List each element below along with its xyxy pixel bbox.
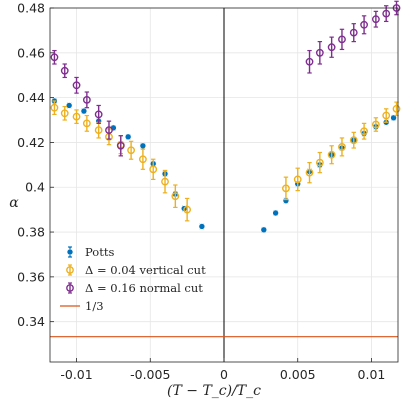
legend-entry-1: Δ = 0.04 vertical cut: [66, 263, 206, 277]
data-point-1-4: [94, 126, 103, 135]
legend-label-3: 1/3: [85, 299, 104, 313]
series-2: [50, 0, 401, 157]
x-tick-label-2: 0: [220, 367, 228, 382]
data-point-1-21: [371, 120, 380, 129]
data-point-0-13: [272, 209, 279, 217]
data-point-1-8: [138, 155, 147, 164]
legend-marker-1: [66, 266, 74, 274]
data-point-0-6: [139, 142, 147, 150]
data-point-2-6: [116, 141, 125, 150]
y-tick-label-5: 0.44: [17, 90, 45, 105]
y-tick-label-1: 0.36: [17, 269, 45, 284]
data-point-1-22: [382, 111, 391, 120]
data-point-1-7: [127, 146, 136, 155]
data-point-2-1: [60, 66, 69, 75]
legend: Potts Δ = 0.04 vertical cut Δ = 0.16 norma…: [60, 245, 206, 313]
data-point-1-20: [360, 127, 368, 136]
legend-entry-3: 1/3: [60, 299, 104, 313]
data-point-1-15: [305, 168, 314, 177]
data-point-2-2: [72, 81, 81, 90]
data-point-0-5: [124, 133, 132, 141]
data-point-1-9: [149, 165, 158, 174]
y-tick-label-7: 0.48: [17, 1, 45, 16]
x-tick-label-4: 0.01: [358, 367, 386, 382]
legend-marker-0: [66, 248, 74, 256]
data-point-1-14: [293, 175, 302, 184]
data-point-1-2: [72, 112, 81, 121]
x-tick-label-3: 0.005: [280, 367, 316, 382]
data-point-1-16: [315, 158, 324, 167]
data-point-2-5: [105, 126, 113, 135]
data-point-2-8: [315, 48, 324, 57]
y-axis: 0.34 0.36 0.38 0.4 0.42 0.44 0.46 0.48: [17, 1, 54, 329]
data-point-1-18: [338, 143, 346, 151]
data-point-2-4: [94, 110, 103, 119]
data-point-0-1: [65, 102, 73, 109]
data-point-1-11: [171, 192, 180, 201]
data-point-2-14: [382, 9, 391, 18]
y-tick-label-4: 0.42: [17, 135, 45, 150]
data-point-1-13: [282, 184, 290, 193]
data-point-2-12: [360, 20, 368, 29]
data-point-2-10: [338, 35, 346, 44]
data-point-1-23: [392, 104, 401, 113]
y-tick-label-0: 0.34: [17, 314, 45, 329]
data-point-1-17: [327, 150, 336, 159]
y-tick-label-2: 0.38: [17, 225, 45, 240]
data-point-2-7: [305, 57, 314, 66]
data-point-0-11: [198, 223, 206, 230]
data-point-1-0: [50, 103, 59, 112]
legend-label-1: Δ = 0.04 vertical cut: [85, 263, 206, 277]
x-tick-label-1: -0.005: [130, 367, 170, 382]
legend-entry-2: Δ = 0.16 normal cut: [66, 281, 203, 295]
data-point-0-24: [390, 114, 397, 122]
data-point-1-10: [161, 177, 169, 186]
data-point-2-13: [371, 15, 380, 24]
data-point-2-0: [50, 53, 59, 62]
data-point-0-12: [260, 226, 268, 234]
legend-entry-0: Potts: [66, 245, 114, 259]
y-tick-label-3: 0.4: [25, 180, 45, 195]
data-point-1-1: [60, 109, 69, 118]
series-layer: [50, 0, 401, 338]
x-tick-label-0: -0.01: [60, 367, 92, 382]
legend-label-2: Δ = 0.16 normal cut: [85, 281, 203, 295]
data-point-0-2: [80, 107, 88, 115]
legend-marker-2: [66, 284, 74, 292]
y-axis-label: α: [9, 195, 19, 211]
data-point-1-12: [183, 205, 192, 214]
data-point-2-9: [327, 43, 336, 52]
legend-label-0: Potts: [85, 245, 114, 259]
series-1: [50, 100, 401, 222]
x-axis: -0.01 -0.005 0 0.005 0.01: [60, 358, 385, 382]
data-point-1-3: [82, 119, 91, 128]
y-tick-label-6: 0.46: [17, 45, 45, 60]
x-axis-label: (T − T_c)/T_c: [167, 383, 261, 399]
data-point-1-19: [349, 136, 358, 145]
data-point-2-3: [82, 95, 91, 104]
data-point-2-11: [349, 28, 358, 37]
